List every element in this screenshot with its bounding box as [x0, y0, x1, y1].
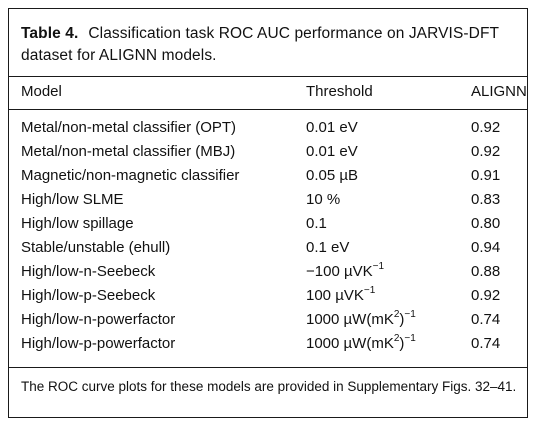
cell-model: High/low SLME	[21, 191, 124, 208]
table-title: Classification task ROC AUC performance …	[21, 25, 499, 64]
cell-alignn: 0.80	[471, 215, 501, 232]
cell-alignn: 0.88	[471, 263, 501, 280]
cell-model: High/low spillage	[21, 215, 134, 232]
table-row: High/low spillage 0.1 0.80	[9, 212, 527, 236]
table-row: Metal/non-metal classifier (OPT) 0.01 eV…	[9, 116, 527, 140]
table-row: High/low-p-Seebeck 100 µVK−1 0.92	[9, 284, 527, 308]
table-row: High/low-n-Seebeck −100 µVK−1 0.88	[9, 260, 527, 284]
cell-alignn: 0.92	[471, 287, 501, 304]
cell-alignn: 0.83	[471, 191, 501, 208]
cell-alignn: 0.94	[471, 239, 501, 256]
table-row: High/low SLME 10 % 0.83	[9, 188, 527, 212]
cell-alignn: 0.92	[471, 143, 501, 160]
cell-model: High/low-p-powerfactor	[21, 335, 176, 352]
cell-threshold: 10 %	[306, 191, 341, 208]
cell-model: High/low-n-powerfactor	[21, 311, 176, 328]
cell-model: High/low-n-Seebeck	[21, 263, 156, 280]
cell-threshold: 0.05 µB	[306, 167, 359, 184]
header-rule	[9, 109, 527, 110]
footer-rule	[9, 367, 527, 368]
table-row: Magnetic/non-magnetic classifier 0.05 µB…	[9, 164, 527, 188]
cell-threshold: 1000 µW(mK2)−1	[306, 333, 416, 353]
cell-model: High/low-p-Seebeck	[21, 287, 156, 304]
cell-threshold: 0.01 eV	[306, 119, 358, 136]
cell-alignn: 0.74	[471, 335, 501, 352]
table-row: High/low-n-powerfactor 1000 µW(mK2)−1 0.…	[9, 308, 527, 332]
cell-model: Magnetic/non-magnetic classifier	[21, 167, 240, 184]
header-threshold: Threshold	[306, 83, 373, 100]
header-model: Model	[21, 83, 62, 100]
cell-alignn: 0.74	[471, 311, 501, 328]
cell-alignn: 0.92	[471, 119, 501, 136]
cell-threshold: 0.1	[306, 215, 327, 232]
cell-threshold: 100 µVK−1	[306, 285, 376, 305]
table-frame: Table 4. Classification task ROC AUC perf…	[8, 8, 528, 418]
cell-threshold: −100 µVK−1	[306, 261, 385, 281]
table-row: High/low-p-powerfactor 1000 µW(mK2)−1 0.…	[9, 332, 527, 356]
cell-alignn: 0.91	[471, 167, 501, 184]
cell-threshold: 1000 µW(mK2)−1	[306, 309, 416, 329]
table-row: Stable/unstable (ehull) 0.1 eV 0.94	[9, 236, 527, 260]
cell-threshold: 0.01 eV	[306, 143, 358, 160]
header-alignn: ALIGNN	[471, 83, 527, 100]
cell-threshold: 0.1 eV	[306, 239, 350, 256]
cell-model: Stable/unstable (ehull)	[21, 239, 171, 256]
table-label: Table 4.	[21, 25, 79, 42]
header-row: Model Threshold ALIGNN	[9, 80, 527, 104]
cell-model: Metal/non-metal classifier (OPT)	[21, 119, 237, 136]
cell-model: Metal/non-metal classifier (MBJ)	[21, 143, 236, 160]
table-caption: Table 4. Classification task ROC AUC perf…	[21, 23, 521, 67]
table-row: Metal/non-metal classifier (MBJ) 0.01 eV…	[9, 140, 527, 164]
table-footnote: The ROC curve plots for these models are…	[21, 379, 517, 394]
caption-rule	[9, 76, 527, 77]
